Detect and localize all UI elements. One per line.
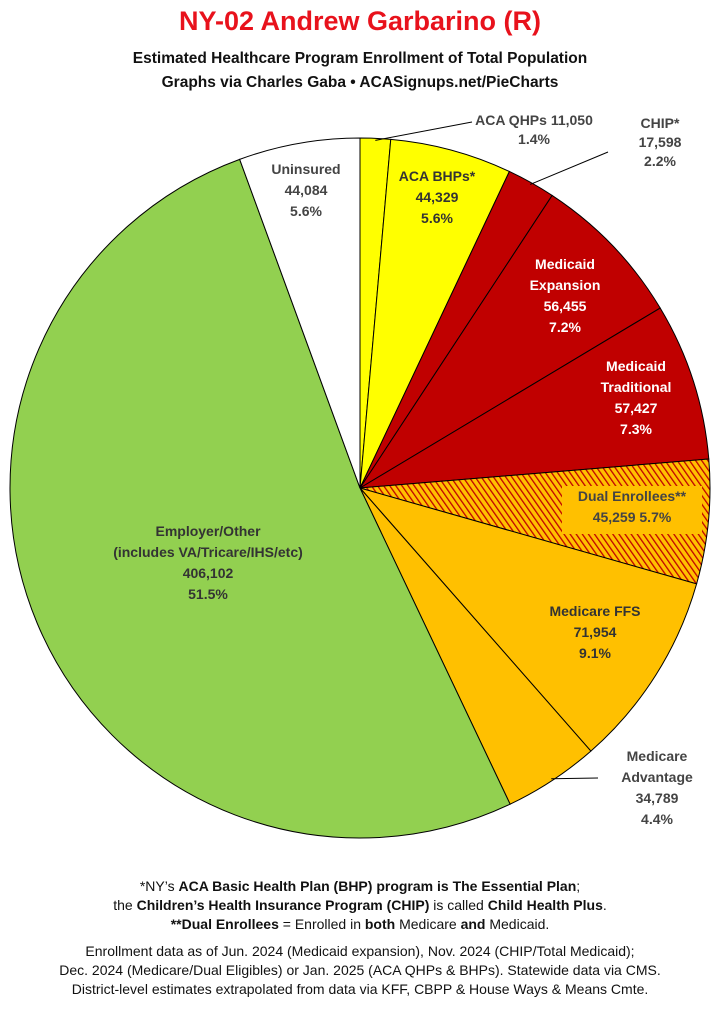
footnote-bhp: *NY’s ACA Basic Health Plan (BHP) progra… <box>139 878 581 894</box>
slice-label-line: Traditional <box>601 379 672 395</box>
slice-label-employer-other-includes-va-tricare-ihs-etc: Employer/Other (includes VA/Tricare/IHS/e… <box>113 523 303 602</box>
slice-label-line: 44,329 <box>416 189 459 205</box>
data-sources: Enrollment data as of Jun. 2024 (Medicai… <box>0 942 720 999</box>
pie-slice-medicaid-expansion <box>359 194 661 489</box>
slice-label-line: Dual Enrollees** <box>578 488 687 504</box>
slice-label-line: 34,789 <box>636 790 679 806</box>
slice-label-line: Medicaid <box>535 256 595 272</box>
slice-label-aca-bhps: ACA BHPs* 44,329 5.6% <box>399 168 476 226</box>
slice-label-line: Expansion <box>530 277 601 293</box>
slice-label-line: (includes VA/Tricare/IHS/etc) <box>113 544 303 560</box>
source-line-1: Enrollment data as of Jun. 2024 (Medicai… <box>85 943 635 959</box>
chart-credit: Graphs via Charles Gaba • ACASignups.net… <box>161 74 559 91</box>
slice-label-line: Employer/Other <box>155 523 261 539</box>
slice-label-line: 56,455 <box>544 298 587 314</box>
slice-label-medicaid-expansion: Medicaid Expansion 56,455 7.2% <box>530 256 601 335</box>
slice-label-line: 51.5% <box>188 586 228 602</box>
pie-chart: ACA QHPs 11,050 1.4% ACA BHPs* 44,329 5.6% CH… <box>9 112 711 839</box>
slice-label-line: 9.1% <box>579 645 611 661</box>
slice-label-line: 7.2% <box>549 319 581 335</box>
slice-label-line: 7.3% <box>620 421 652 437</box>
slice-label-line: 406,102 <box>183 565 234 581</box>
slice-label-line: 2.2% <box>644 153 676 169</box>
footnote-dual: **Dual Enrollees = Enrolled in both Medi… <box>170 916 550 932</box>
pie-slice-medicaid-traditional <box>359 307 710 489</box>
pie-slice-medicare-ffs <box>358 487 698 752</box>
slice-label-line: ACA QHPs 11,050 <box>475 112 593 128</box>
slice-label-line: Medicaid <box>606 358 666 374</box>
footnote-chip: the Children’s Health Insurance Program … <box>113 897 607 913</box>
slice-label-line: CHIP* <box>641 115 680 131</box>
slice-label-medicaid-traditional: Medicaid Traditional 57,427 7.3% <box>601 358 672 437</box>
slice-label-line: 1.4% <box>518 131 550 147</box>
source-line-3: District-level estimates extrapolated fr… <box>71 981 649 997</box>
slice-label-medicare-ffs: Medicare FFS 71,954 9.1% <box>549 603 640 661</box>
slice-label-line: ACA BHPs* <box>399 168 476 184</box>
source-line-2: Dec. 2024 (Medicare/Dual Eligibles) or J… <box>59 962 661 978</box>
leader-line-chip <box>530 151 609 185</box>
slice-label-uninsured: Uninsured 44,084 5.6% <box>271 161 340 219</box>
chart-subtitle: Estimated Healthcare Program Enrollment … <box>132 50 588 67</box>
slice-label-line: 17,598 <box>639 134 682 150</box>
slice-label-medicare-advantage: Medicare Advantage 34,789 4.4% <box>621 748 693 827</box>
slice-label-line: 5.6% <box>290 203 322 219</box>
slice-label-line: 4.4% <box>641 811 673 827</box>
pie-slice-employer-other-includes-va-tricare-ihs-etc <box>9 158 511 839</box>
chart-title: NY-02 Andrew Garbarino (R) <box>178 6 542 36</box>
label-background <box>562 486 702 534</box>
slice-label-chip: CHIP* 17,598 2.2% <box>639 115 682 169</box>
slice-label-line: 44,084 <box>285 182 328 198</box>
pie-slice-uninsured <box>239 137 361 489</box>
slice-label-line: 5.6% <box>421 210 453 226</box>
slice-label-line: 71,954 <box>574 624 617 640</box>
footnotes: *NY’s ACA Basic Health Plan (BHP) progra… <box>0 877 720 934</box>
slice-label-dual-enrollees: Dual Enrollees** 45,259 5.7% <box>562 486 702 534</box>
slice-label-line: Advantage <box>621 769 693 785</box>
slice-label-line: Medicare <box>627 748 688 764</box>
leader-line-aca-qhps <box>375 121 473 141</box>
leader-line-medicare-advantage <box>551 777 599 780</box>
slice-label-aca-qhps: ACA QHPs 11,050 1.4% <box>475 112 593 147</box>
slice-label-line: 57,427 <box>615 400 658 416</box>
slice-label-line: Uninsured <box>271 161 340 177</box>
slice-label-line: 45,259 5.7% <box>593 509 672 525</box>
slice-label-line: Medicare FFS <box>549 603 640 619</box>
